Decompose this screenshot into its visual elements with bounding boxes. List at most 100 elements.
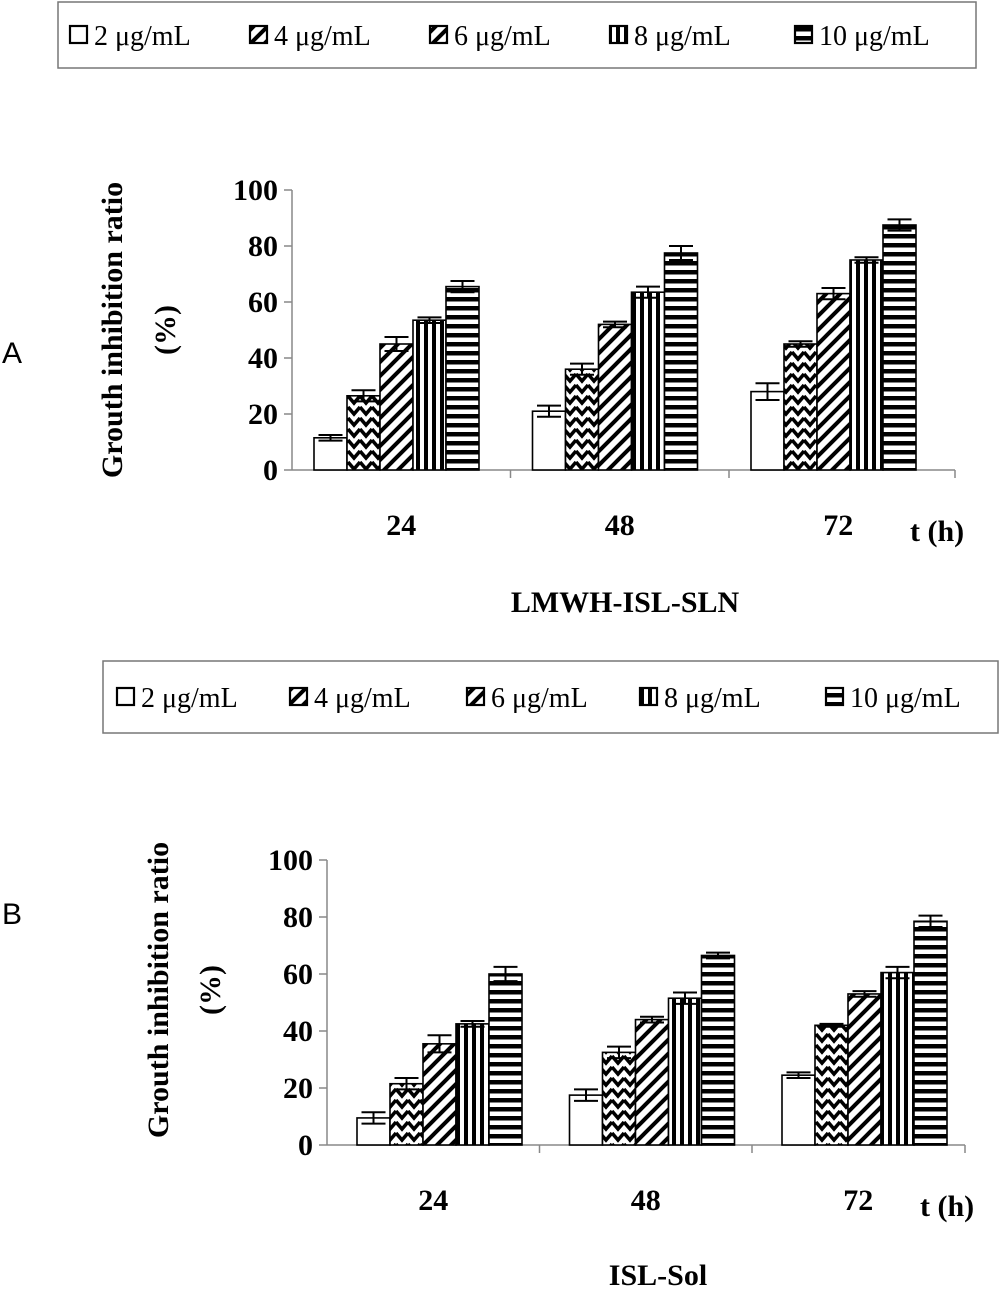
y-tick-label: 0: [263, 454, 278, 487]
error-bar: [819, 1022, 844, 1028]
error-bar: [852, 990, 877, 998]
x-tick-label: 48: [605, 509, 635, 542]
error-bar: [786, 1071, 811, 1080]
legend-swatch: [465, 686, 486, 707]
error-bar: [918, 914, 943, 928]
error-bar: [417, 316, 442, 324]
bar: [313, 436, 348, 471]
y-tick-label: 80: [283, 901, 313, 934]
legend-swatch: [288, 686, 309, 707]
error-bar: [394, 1077, 419, 1091]
bar: [880, 971, 915, 1146]
bar: [913, 920, 948, 1146]
x-tick-label: 48: [631, 1184, 661, 1217]
legend-label: 4 μg/mL: [274, 21, 371, 52]
panel-label-a: A: [2, 337, 23, 370]
bar: [847, 993, 882, 1146]
bar: [700, 954, 736, 1146]
legend-label: 10 μg/mL: [819, 21, 930, 52]
bar: [422, 1043, 457, 1146]
bar: [445, 285, 480, 471]
legend-swatch: [68, 24, 89, 45]
legend-label: 6 μg/mL: [454, 21, 551, 52]
y-tick-label: 40: [283, 1015, 313, 1048]
bar: [634, 1018, 670, 1146]
bar: [882, 224, 917, 471]
error-bar: [603, 320, 627, 329]
x-axis-title: ISL-Sol: [609, 1259, 707, 1292]
error-bar: [537, 404, 561, 418]
legend-box: [57, 1, 977, 69]
y-axis-unit: (%): [149, 305, 182, 355]
panel-label-b: B: [2, 898, 23, 931]
error-bar: [706, 951, 730, 960]
error-bar: [607, 1045, 631, 1060]
y-tick-label: 20: [283, 1072, 313, 1105]
bar: [455, 1023, 490, 1146]
error-bar: [574, 1088, 598, 1102]
legend-swatch: [115, 686, 136, 707]
error-bar: [450, 280, 475, 294]
legend-label: 8 μg/mL: [634, 21, 731, 52]
legend-label: 2 μg/mL: [94, 21, 191, 52]
legend-label: 8 μg/mL: [664, 683, 761, 714]
bar: [568, 1094, 604, 1146]
legend-label: 4 μg/mL: [314, 683, 411, 714]
x-tick-label: 72: [823, 509, 853, 542]
bar: [412, 319, 447, 471]
y-tick-label: 40: [248, 342, 278, 375]
x-tick-label: 72: [843, 1184, 873, 1217]
error-bar: [669, 245, 693, 261]
error-bar: [570, 362, 594, 376]
error-bar: [755, 382, 780, 401]
y-tick-label: 100: [233, 174, 278, 207]
bar: [531, 410, 567, 471]
error-bar: [640, 1015, 664, 1024]
y-axis-title: Grouth inhibition ratio: [142, 842, 175, 1138]
error-bar: [821, 287, 846, 301]
bar: [667, 997, 703, 1146]
legend-box: [102, 660, 999, 734]
x-tick-label: 24: [386, 509, 416, 542]
bar: [356, 1117, 391, 1146]
bar: [488, 973, 523, 1146]
error-bar: [887, 218, 912, 232]
error-bar: [493, 965, 518, 983]
legend-label: 10 μg/mL: [850, 683, 961, 714]
bar: [814, 1024, 849, 1146]
legend-swatch: [638, 686, 659, 707]
x-unit-label: t (h): [910, 515, 964, 548]
x-unit-label: t (h): [920, 1190, 974, 1223]
bar: [783, 343, 818, 471]
legend: 2 μg/mL 4 μg/mL 6 μg/mL 8 μg/mL 10 μg/mL: [102, 660, 999, 734]
error-bar: [318, 434, 343, 442]
bar: [379, 343, 414, 471]
y-axis-unit: (%): [194, 965, 227, 1015]
y-tick-label: 0: [298, 1129, 313, 1162]
legend-label: 2 μg/mL: [141, 683, 238, 714]
bar: [601, 1051, 637, 1146]
y-tick-label: 20: [248, 398, 278, 431]
error-bar: [460, 1020, 485, 1028]
bar: [564, 368, 600, 471]
legend-swatch: [428, 24, 449, 45]
error-bar: [351, 389, 376, 403]
error-bar: [885, 965, 910, 980]
bar: [597, 323, 633, 471]
bar: [630, 291, 666, 471]
bar: [750, 390, 785, 471]
legend-swatch: [248, 24, 269, 45]
bar: [663, 252, 699, 471]
chart-b: 2 μg/mL 4 μg/mL 6 μg/mL 8 μg/mL 10 μg/mL 0 20 4…: [102, 660, 999, 1292]
error-bar: [788, 340, 813, 348]
y-axis-title: Grouth inhibition ratio: [96, 182, 129, 478]
error-bar: [636, 285, 660, 299]
legend-swatch: [608, 24, 629, 45]
y-tick-label: 60: [248, 286, 278, 319]
error-bar: [427, 1034, 452, 1054]
bar: [816, 292, 851, 471]
chart-a: 2 μg/mL 4 μg/mL 6 μg/mL 8 μg/mL 10 μg/mL 0 20 4…: [57, 1, 977, 619]
bar: [849, 259, 884, 471]
x-tick-label: 24: [418, 1184, 448, 1217]
y-tick-label: 100: [268, 844, 313, 877]
